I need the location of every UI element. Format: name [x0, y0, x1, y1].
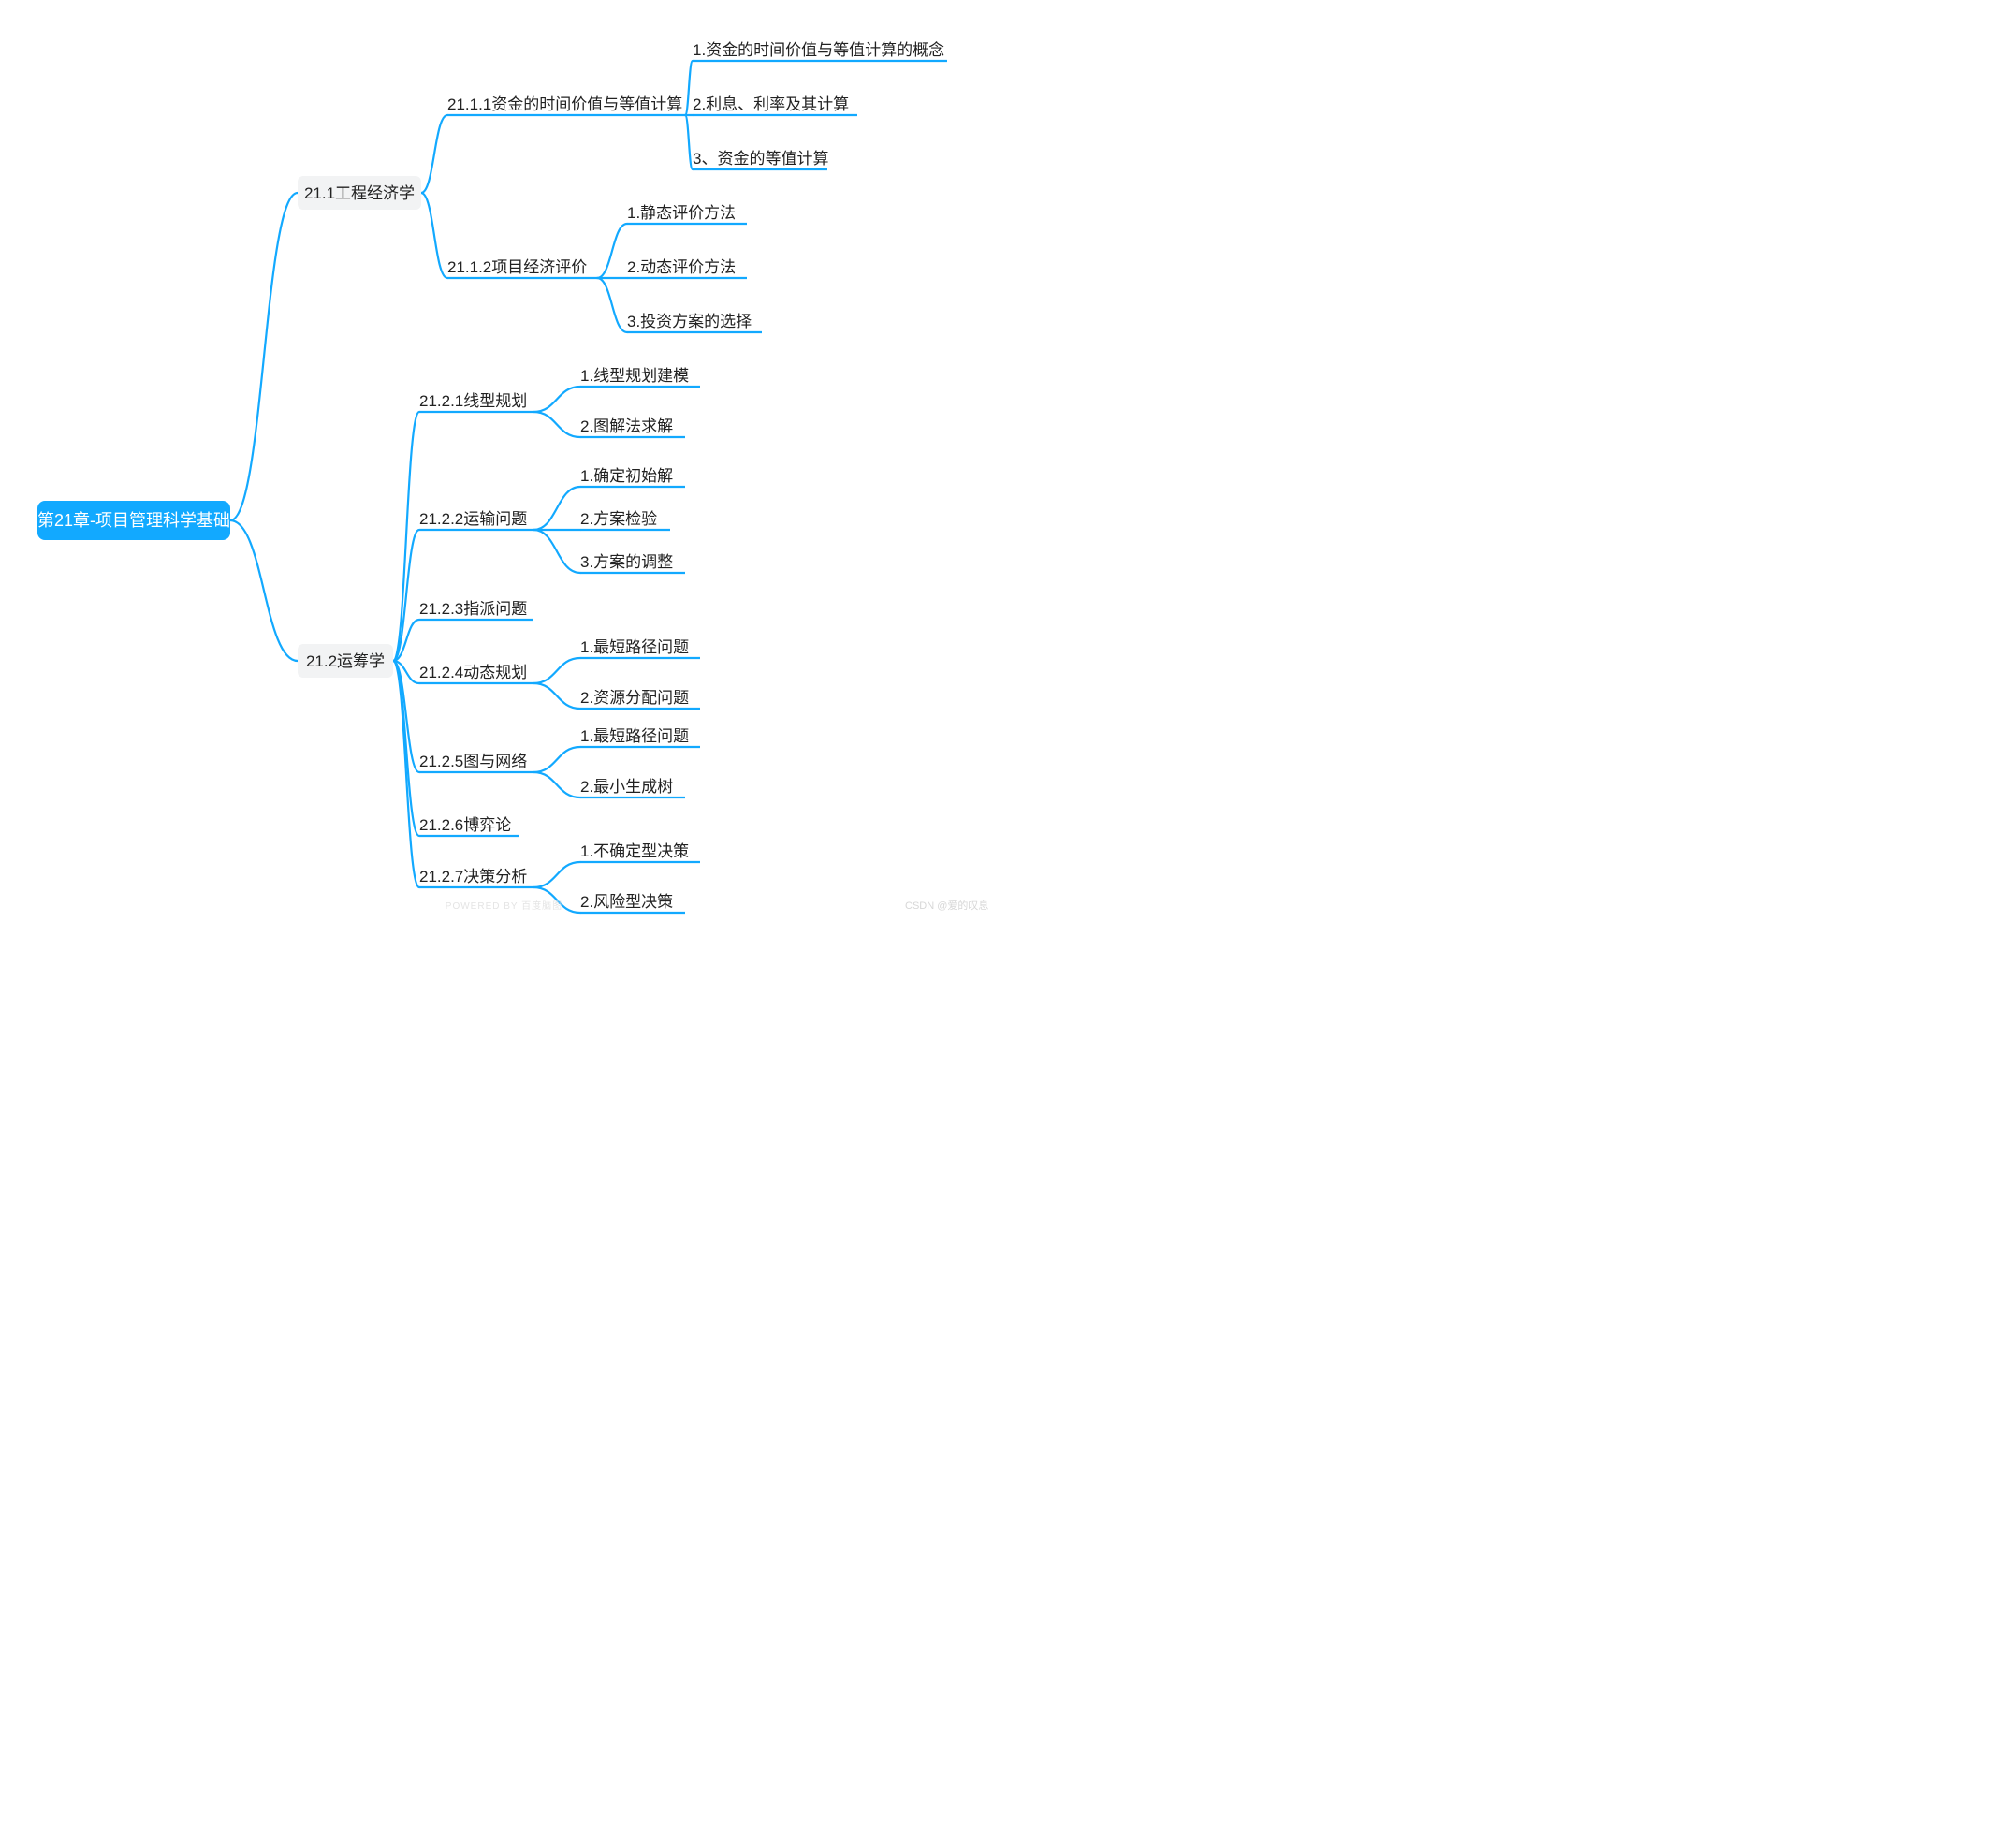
topic-node[interactable]: 21.1.2项目经济评价	[447, 258, 597, 278]
leaf-label: 1.最短路径问题	[580, 638, 689, 656]
leaf-node[interactable]: 2.图解法求解	[580, 417, 685, 437]
leaf-node[interactable]: 2.方案检验	[580, 510, 670, 530]
leaf-node[interactable]: 1.线型规划建模	[580, 367, 700, 387]
leaf-node[interactable]: 2.最小生成树	[580, 778, 685, 797]
leaf-node[interactable]: 1.最短路径问题	[580, 727, 700, 747]
leaf-node[interactable]: 2.资源分配问题	[580, 689, 700, 709]
leaf-node[interactable]: 1.资金的时间价值与等值计算的概念	[693, 40, 947, 61]
leaf-node[interactable]: 2.风险型决策	[580, 893, 685, 913]
nodes-layer: 第21章-项目管理科学基础 21.1工程经济学 21.1.1资金的时间价值与等值计算…	[37, 40, 947, 913]
leaf-label: 3.投资方案的选择	[627, 313, 752, 330]
topic-node[interactable]: 21.2.2运输问题	[419, 510, 533, 530]
topic-node[interactable]: 21.2.6博弈论	[419, 816, 519, 836]
branch-label: 21.2运筹学	[306, 652, 385, 670]
topic-label: 21.1.1资金的时间价值与等值计算	[447, 95, 682, 113]
watermark: CSDN @爱的叹息	[905, 899, 988, 912]
leaf-node[interactable]: 1.不确定型决策	[580, 842, 700, 862]
topic-label: 21.2.4动态规划	[419, 664, 527, 681]
leaf-label: 1.确定初始解	[580, 467, 673, 485]
topic-label: 21.2.5图与网络	[419, 753, 527, 770]
topic-label: 21.2.2运输问题	[419, 510, 527, 528]
leaf-label: 2.资源分配问题	[580, 689, 689, 707]
leaf-label: 3.方案的调整	[580, 553, 673, 571]
leaf-label: 2.图解法求解	[580, 417, 673, 435]
leaf-node[interactable]: 3.方案的调整	[580, 553, 685, 573]
topic-label: 21.2.3指派问题	[419, 600, 527, 618]
leaf-node[interactable]: 2.利息、利率及其计算	[693, 95, 857, 115]
branch-label: 21.1工程经济学	[304, 184, 415, 202]
leaf-node[interactable]: 2.动态评价方法	[627, 258, 747, 278]
leaf-label: 1.不确定型决策	[580, 842, 689, 860]
leaf-node[interactable]: 3.投资方案的选择	[627, 313, 762, 332]
leaf-node[interactable]: 3、资金的等值计算	[693, 150, 828, 169]
powered-by-footer: POWERED BY 百度脑图	[446, 900, 562, 912]
topic-label: 21.2.1线型规划	[419, 392, 527, 410]
mindmap-canvas: 第21章-项目管理科学基础 21.1工程经济学 21.1.1资金的时间价值与等值计算…	[0, 0, 1008, 914]
topic-node[interactable]: 21.2.4动态规划	[419, 664, 533, 683]
branch-node[interactable]: 21.2运筹学	[298, 644, 393, 678]
leaf-label: 1.最短路径问题	[580, 727, 689, 745]
topic-node[interactable]: 21.2.1线型规划	[419, 392, 533, 412]
topic-label: 21.2.7决策分析	[419, 868, 527, 885]
leaf-label: 1.资金的时间价值与等值计算的概念	[693, 40, 944, 59]
leaf-node[interactable]: 1.静态评价方法	[627, 204, 747, 224]
leaf-label: 2.最小生成树	[580, 778, 673, 796]
leaf-label: 2.动态评价方法	[627, 258, 736, 276]
topic-node[interactable]: 21.2.3指派问题	[419, 600, 533, 620]
topic-node[interactable]: 21.1.1资金的时间价值与等值计算	[447, 95, 685, 115]
root-label: 第21章-项目管理科学基础	[37, 511, 230, 530]
leaf-node[interactable]: 1.确定初始解	[580, 467, 685, 487]
leaf-label: 2.方案检验	[580, 510, 657, 528]
leaf-label: 3、资金的等值计算	[693, 150, 828, 168]
leaf-label: 1.静态评价方法	[627, 204, 736, 222]
leaf-node[interactable]: 1.最短路径问题	[580, 638, 700, 658]
topic-label: 21.2.6博弈论	[419, 816, 511, 834]
leaf-label: 1.线型规划建模	[580, 367, 689, 385]
leaf-label: 2.利息、利率及其计算	[693, 95, 849, 113]
root-node[interactable]: 第21章-项目管理科学基础	[37, 501, 230, 540]
leaf-label: 2.风险型决策	[580, 893, 673, 911]
topic-label: 21.1.2项目经济评价	[447, 258, 587, 276]
branch-node[interactable]: 21.1工程经济学	[298, 176, 421, 210]
topic-node[interactable]: 21.2.5图与网络	[419, 753, 533, 772]
topic-node[interactable]: 21.2.7决策分析	[419, 868, 533, 887]
